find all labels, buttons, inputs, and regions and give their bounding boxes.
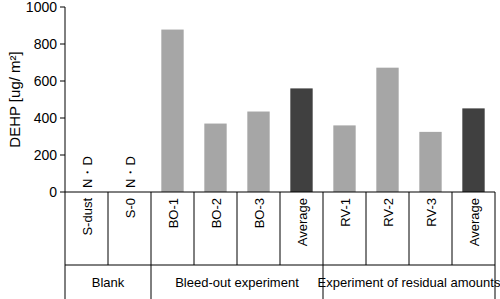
y-axis-label: DEHP [ug/ m²]	[6, 51, 23, 147]
x-tick-label: RV-1	[338, 198, 353, 227]
bars	[161, 30, 484, 192]
x-tick-label: BO-3	[252, 198, 267, 228]
y-tick	[60, 44, 65, 45]
category-separator	[237, 192, 238, 265]
group-separator	[151, 192, 152, 299]
x-tick-label: BO-2	[209, 198, 224, 228]
y-tick	[60, 155, 65, 156]
bar	[333, 125, 355, 192]
category-separator	[452, 192, 453, 265]
bar	[204, 124, 226, 192]
x-tick-label: RV-2	[381, 198, 396, 227]
chart: DEHP [ug/ m²] 0 200 400 600 800 1000 N・D N・D S-du…	[0, 0, 500, 299]
bar	[462, 108, 484, 192]
value-label: N・D	[123, 156, 138, 188]
y-tick	[60, 192, 65, 193]
category-separator	[409, 192, 410, 265]
x-tick-label: S-0	[123, 198, 138, 218]
y-tick-label: 800	[34, 36, 58, 52]
group-label: Experiment of residual amounts	[318, 275, 500, 290]
bar	[419, 132, 441, 192]
category-separator	[194, 192, 195, 265]
y-tick-label: 0	[49, 184, 57, 200]
bar	[290, 88, 312, 192]
group-separator	[65, 192, 66, 299]
bar	[247, 112, 269, 192]
value-label: N・D	[80, 156, 95, 188]
x-tick-label: Average	[467, 198, 482, 246]
x-tick-label: S-dust	[80, 198, 95, 236]
bar	[161, 30, 183, 192]
y-tick	[60, 81, 65, 82]
category-separator	[280, 192, 281, 265]
y-tick-label: 600	[34, 73, 58, 89]
y-tick-label: 200	[34, 147, 58, 163]
x-tick-label: BO-1	[166, 198, 181, 228]
y-tick	[60, 7, 65, 8]
group-label: Bleed-out experiment	[175, 275, 299, 290]
category-separator	[366, 192, 367, 265]
x-tick-label: RV-3	[424, 198, 439, 227]
y-tick-label: 1000	[26, 0, 57, 15]
y-tick	[60, 118, 65, 119]
y-tick-label: 400	[34, 110, 58, 126]
bar	[376, 68, 398, 192]
x-tick-label: Average	[295, 198, 310, 246]
category-separator	[108, 192, 109, 265]
group-label: Blank	[92, 275, 125, 290]
y-axis	[65, 7, 66, 192]
